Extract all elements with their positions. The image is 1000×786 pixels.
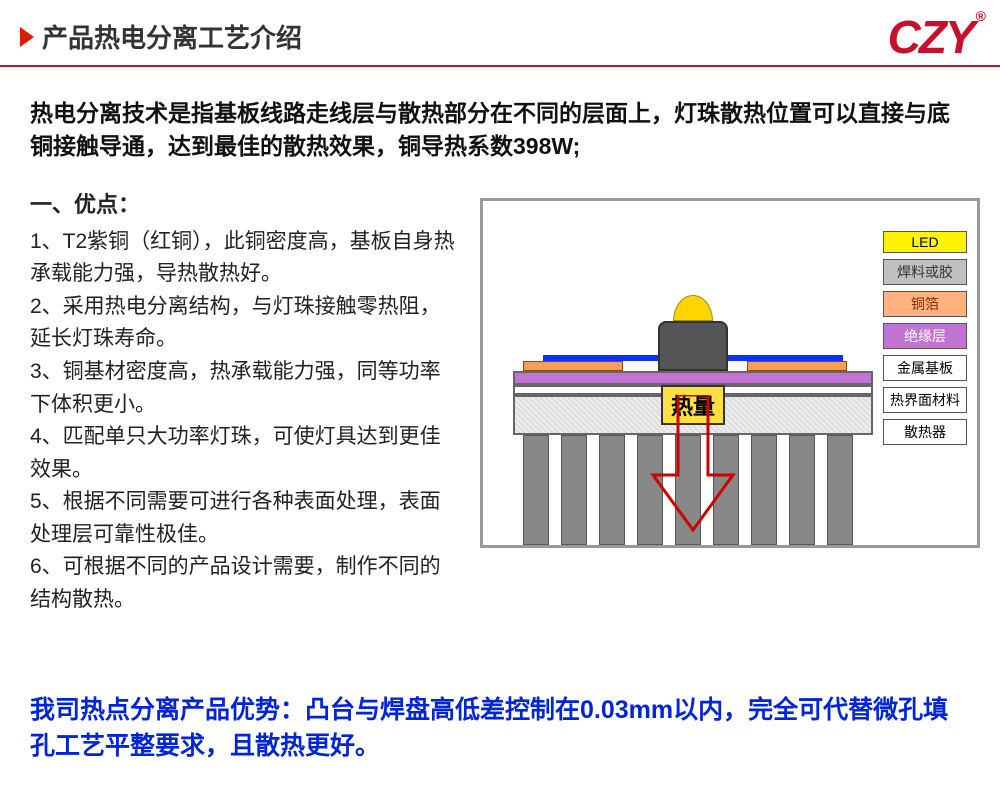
advantage-item: 4、匹配单只大功率灯珠，可使灯具达到更佳效果。 — [30, 421, 460, 486]
legend-copper: 铜箔 — [883, 291, 967, 317]
advantage-item: 2、采用热电分离结构，与灯珠接触零热阻，延长灯珠寿命。 — [30, 291, 460, 356]
fin — [751, 435, 777, 545]
legend-solder: 焊料或胶 — [883, 259, 967, 285]
chip-package — [658, 321, 728, 371]
fin — [713, 435, 739, 545]
footer-advantage-note: 我司热点分离产品优势：凸台与焊盘高低差控制在0.03mm以内，完全可代替微孔填孔… — [30, 692, 970, 765]
diagram-column: LED 焊料或胶 铜箔 绝缘层 金属基板 热界面材料 散热器 — [480, 188, 980, 617]
fin — [789, 435, 815, 545]
legend-metal-base: 金属基板 — [883, 355, 967, 381]
logo-text: CZY — [888, 11, 974, 63]
cross-section-diagram: LED 焊料或胶 铜箔 绝缘层 金属基板 热界面材料 散热器 — [480, 198, 980, 548]
advantages-column: 一、优点： 1、T2紫铜（红铜），此铜密度高，基板自身热承载能力强，导热散热好。… — [30, 188, 460, 617]
fin — [827, 435, 853, 545]
heatsink-fins — [523, 435, 863, 545]
legend-tim: 热界面材料 — [883, 387, 967, 413]
advantages-heading: 一、优点： — [30, 188, 460, 222]
legend-heatsink: 散热器 — [883, 419, 967, 445]
diagram-legend: LED 焊料或胶 铜箔 绝缘层 金属基板 热界面材料 散热器 — [883, 231, 967, 445]
fin — [561, 435, 587, 545]
legend-insulation: 绝缘层 — [883, 323, 967, 349]
copper-foil-left — [523, 361, 623, 371]
content-row: 一、优点： 1、T2紫铜（红铜），此铜密度高，基板自身热承载能力强，导热散热好。… — [0, 164, 1000, 617]
advantage-item: 5、根据不同需要可进行各种表面处理，表面处理层可靠性极佳。 — [30, 486, 460, 551]
fin — [523, 435, 549, 545]
insulation-layer — [513, 371, 873, 385]
fin — [599, 435, 625, 545]
brand-logo: CZY® — [888, 10, 982, 64]
copper-foil-right — [747, 361, 847, 371]
advantage-item: 1、T2紫铜（红铜），此铜密度高，基板自身热承载能力强，导热散热好。 — [30, 226, 460, 291]
advantage-item: 3、铜基材密度高，热承载能力强，同等功率下体积更小。 — [30, 356, 460, 421]
fin — [675, 435, 701, 545]
advantage-item: 6、可根据不同的产品设计需要，制作不同的结构散热。 — [30, 551, 460, 616]
led-dome — [673, 295, 713, 321]
page-title: 产品热电分离工艺介绍 — [42, 18, 302, 55]
fin — [637, 435, 663, 545]
heat-label: 热量 — [661, 385, 725, 425]
legend-led: LED — [883, 231, 967, 253]
intro-paragraph: 热电分离技术是指基板线路走线层与散热部分在不同的层面上，灯珠散热位置可以直接与底… — [0, 67, 1000, 164]
bullet-arrow-icon — [20, 27, 34, 47]
page-header: 产品热电分离工艺介绍 CZY® — [0, 0, 1000, 55]
logo-registered-icon: ® — [976, 8, 984, 24]
